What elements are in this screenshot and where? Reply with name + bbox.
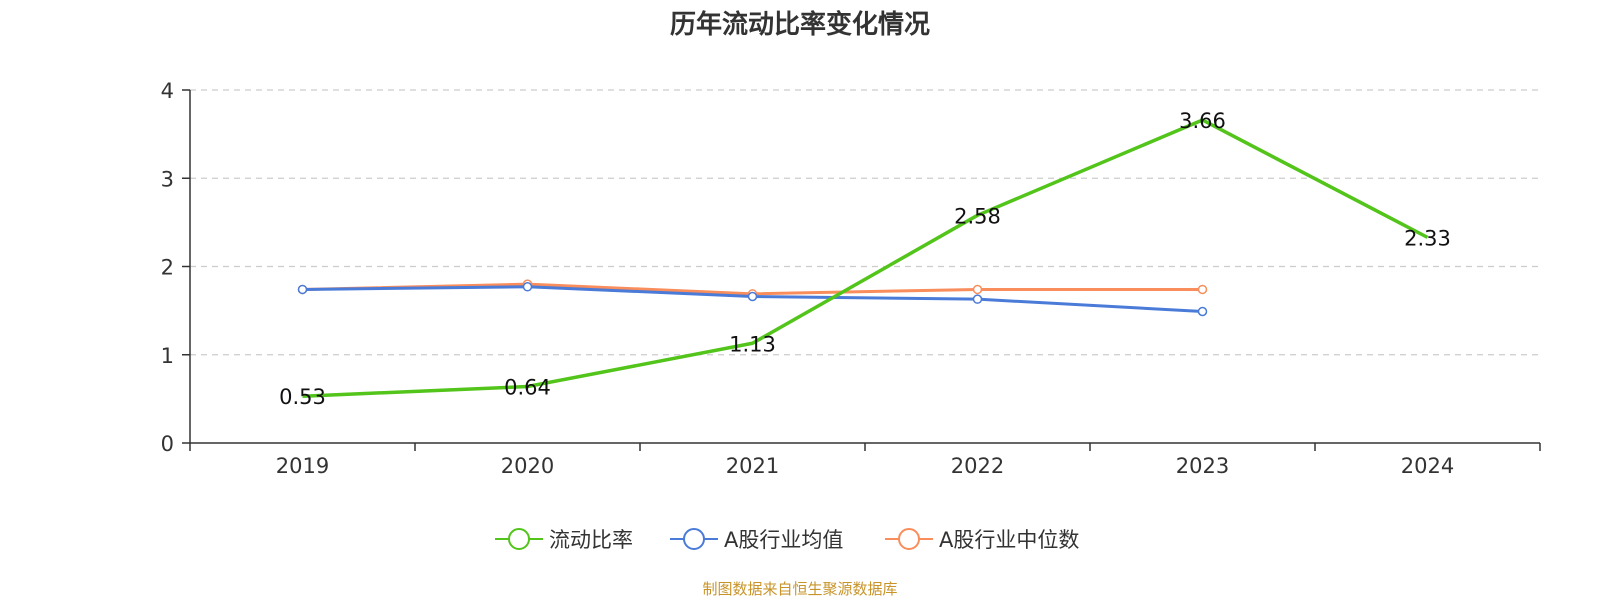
- y-tick-label: 0: [161, 432, 174, 456]
- y-tick-label: 1: [161, 344, 174, 368]
- legend-item-current-ratio[interactable]: 流动比率: [495, 524, 633, 554]
- x-tick-label: 2022: [951, 454, 1004, 478]
- legend-item-industry-average[interactable]: A股行业均值: [670, 524, 843, 554]
- x-tick-label: 2020: [501, 454, 554, 478]
- data-source-note: 制图数据来自恒生聚源数据库: [702, 580, 898, 598]
- x-tick-label: 2024: [1401, 454, 1454, 478]
- x-tick-label: 2021: [726, 454, 779, 478]
- legend-label: A股行业中位数: [939, 528, 1080, 552]
- y-tick-label: 3: [161, 167, 174, 191]
- y-tick-label: 4: [161, 79, 174, 103]
- data-label: 2.33: [1404, 226, 1451, 250]
- legend-item-industry-median[interactable]: A股行业中位数: [885, 524, 1079, 554]
- data-point: [972, 284, 983, 295]
- chart-title: 历年流动比率变化情况: [669, 10, 930, 40]
- data-point: [1197, 306, 1208, 317]
- legend-circle-icon: [670, 528, 718, 550]
- legend-label: A股行业均值: [724, 528, 844, 552]
- x-tick-label: 2023: [1176, 454, 1229, 478]
- data-point: [747, 291, 758, 302]
- legend-circle-icon: [885, 528, 933, 550]
- data-point: [297, 284, 308, 295]
- data-label: 0.64: [504, 376, 551, 400]
- data-label: 0.53: [279, 385, 326, 409]
- legend-circle-icon: [495, 528, 543, 550]
- data-point: [972, 294, 983, 304]
- data-point: [522, 282, 533, 292]
- y-tick-label: 2: [161, 256, 174, 280]
- data-point: [1197, 284, 1208, 295]
- data-label: 3.66: [1179, 109, 1226, 133]
- legend-label: 流动比率: [549, 528, 633, 552]
- series-line-0: [302, 118, 1429, 398]
- data-label: 1.13: [729, 332, 776, 356]
- data-label: 2.58: [954, 204, 1001, 228]
- x-tick-label: 2019: [276, 454, 329, 478]
